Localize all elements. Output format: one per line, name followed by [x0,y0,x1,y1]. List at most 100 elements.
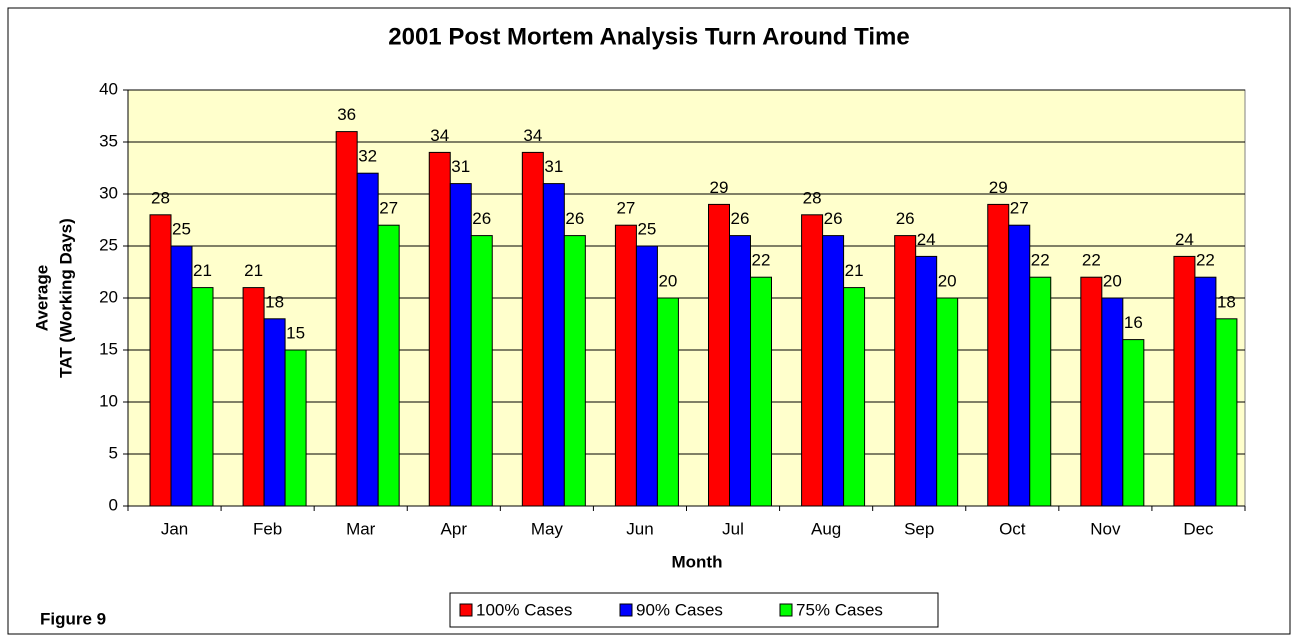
legend-label: 90% Cases [636,600,723,619]
bar [635,245,658,507]
legend-swatch [779,603,793,617]
data-label: 20 [658,271,677,290]
x-tick-label: Nov [1090,519,1121,538]
data-label: 16 [1124,313,1143,332]
data-label: 26 [472,209,491,228]
bar [822,235,845,507]
bar [936,297,959,507]
data-label: 21 [193,261,212,280]
y-axis-title-line: Average [32,265,51,331]
bar [1215,318,1238,507]
y-axis-title: Average TAT (Working Days) [32,218,75,378]
bar [894,235,917,507]
data-label: 31 [451,157,470,176]
y-tick-label: 10 [99,391,118,410]
legend-label: 100% Cases [476,600,572,619]
legend-box [449,592,939,628]
y-axis-title-line: TAT (Working Days) [56,218,75,378]
bar [1173,255,1196,507]
bar [1194,276,1217,507]
x-tick-label: Jan [161,519,188,538]
bar [843,287,866,507]
x-tick-label: Apr [441,519,468,538]
y-tick-label: 20 [99,287,118,306]
x-tick-label: Aug [811,519,841,538]
data-label: 26 [731,209,750,228]
bar [1029,276,1052,507]
data-label: 32 [358,147,377,166]
legend-swatch [619,603,633,617]
bar [149,214,172,507]
data-label: 34 [430,126,449,145]
bar [563,235,586,507]
data-label: 22 [1082,251,1101,270]
figure-label: Figure 9 [40,609,106,628]
bar [356,172,379,507]
legend-label: 75% Cases [796,600,883,619]
bar [242,287,265,507]
x-tick-label: Jun [626,519,653,538]
y-tick-label: 15 [99,339,118,358]
bar [656,297,679,507]
data-label: 25 [637,219,656,238]
bar [801,214,824,507]
bar [335,131,358,507]
bar [987,203,1010,507]
data-label: 20 [1103,271,1122,290]
data-label: 21 [244,261,263,280]
data-label: 24 [1175,230,1194,249]
bar [521,151,544,507]
data-label: 29 [710,178,729,197]
data-label: 15 [286,323,305,342]
x-tick-label: May [531,519,564,538]
bar [542,183,565,507]
data-label: 24 [917,230,936,249]
x-tick-label: Dec [1183,519,1214,538]
data-label: 21 [845,261,864,280]
x-axis-title: Month [672,552,723,571]
data-label: 27 [1010,199,1029,218]
data-label: 25 [172,219,191,238]
data-label: 27 [616,199,635,218]
legend-swatch [459,603,473,617]
x-tick-label: Feb [253,519,282,538]
bar [1101,297,1124,507]
data-label: 28 [803,188,822,207]
data-label: 18 [1217,292,1236,311]
bar [729,235,751,507]
bar [1080,276,1103,507]
chart-title: 2001 Post Mortem Analysis Turn Around Ti… [388,23,909,50]
y-tick-label: 30 [99,183,118,202]
x-tick-label: Oct [999,519,1026,538]
data-label: 26 [824,209,843,228]
bar [449,183,472,507]
bar [1122,339,1145,507]
bar [377,224,400,507]
data-label: 31 [544,157,563,176]
x-tick-label: Mar [346,519,376,538]
bar [915,255,938,507]
bar [708,203,730,507]
y-tick-label: 40 [99,79,118,98]
data-label: 27 [379,199,398,218]
data-label: 29 [989,178,1008,197]
x-tick-label: Sep [904,519,934,538]
data-label: 22 [1031,251,1050,270]
y-tick-label: 0 [109,495,118,514]
bar [1008,224,1031,507]
data-label: 34 [523,126,542,145]
x-tick-label: Jul [722,519,744,538]
bar [614,224,637,507]
data-label: 36 [337,105,356,124]
bar [263,318,286,507]
bar [170,245,193,507]
data-label: 28 [151,188,170,207]
data-label: 26 [896,209,915,228]
bar [284,349,307,507]
bar [470,235,493,507]
data-label: 22 [752,251,771,270]
data-label: 22 [1196,251,1215,270]
data-label: 20 [938,271,957,290]
bar [750,276,772,507]
